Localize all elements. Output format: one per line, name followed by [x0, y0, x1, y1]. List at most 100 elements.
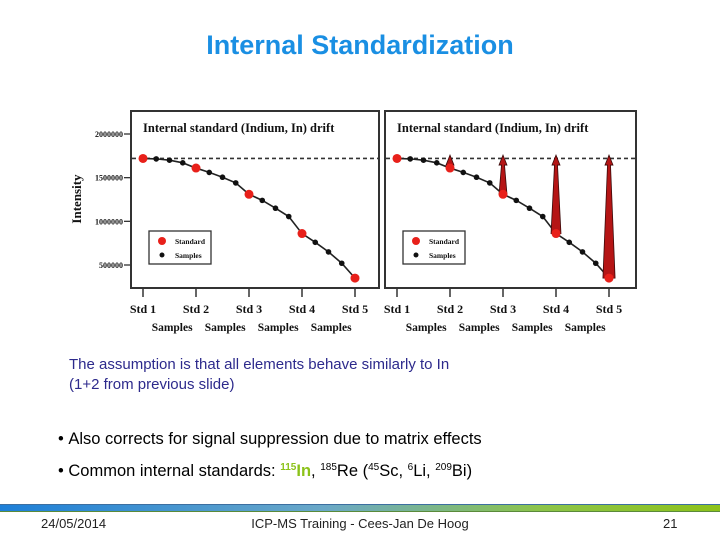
- x-tick-label: Std 5: [342, 302, 368, 316]
- x-tick-label: Std 5: [596, 302, 622, 316]
- footer-date: 24/05/2014: [41, 516, 107, 531]
- x-tick-label: Std 1: [384, 302, 410, 316]
- legend-standard-marker: [412, 237, 420, 245]
- standard-point: [191, 163, 201, 173]
- x-sub-label: Samples: [565, 322, 606, 334]
- y-axis-label: Intensity: [69, 174, 84, 224]
- mass-number: 6: [407, 462, 414, 473]
- sample-point: [272, 205, 279, 212]
- standard-point: [392, 153, 402, 163]
- sample-point: [539, 213, 546, 220]
- y-tick-label: 500000: [99, 261, 123, 270]
- chart-title: Internal standard (Indium, In) drift: [397, 121, 589, 135]
- x-sub-label: Samples: [406, 322, 447, 334]
- sample-point: [166, 157, 173, 163]
- drift-charts: Internal standard (Indium, In) drift Stan…: [69, 110, 637, 334]
- sample-point: [219, 174, 226, 181]
- standard-point: [498, 189, 508, 199]
- y-tick-label: 2000000: [95, 130, 123, 139]
- standard-point: [244, 189, 254, 199]
- mass-number: 209: [435, 462, 452, 473]
- correction-arrow: [602, 153, 616, 279]
- standard-point: [297, 229, 307, 239]
- x-tick-label: Std 2: [183, 302, 209, 316]
- correction-arrow: [550, 153, 562, 234]
- bullet-dot: •: [58, 430, 69, 448]
- element-symbol: Sc,: [379, 462, 408, 480]
- legend-standard-label: Standard: [175, 237, 206, 246]
- sample-point: [312, 239, 319, 246]
- mass-number: 185: [320, 462, 337, 473]
- sample-point: [486, 180, 493, 186]
- sample-point: [338, 260, 345, 267]
- bullet-item: • Common internal standards: 115In, 185R…: [58, 460, 482, 492]
- element-symbol: In: [296, 462, 312, 480]
- caption: The assumption is that all elements beha…: [69, 355, 449, 395]
- standard-point: [445, 163, 455, 173]
- x-sub-label: Samples: [459, 322, 500, 334]
- bullet-dot: •: [58, 462, 69, 480]
- legend-standard-marker: [158, 237, 166, 245]
- x-tick-label: Std 3: [236, 302, 262, 316]
- x-sub-label: Samples: [258, 322, 299, 334]
- x-tick-label: Std 4: [289, 302, 315, 316]
- sample-point: [153, 156, 160, 162]
- sample-point: [179, 160, 186, 166]
- chart-title: Internal standard (Indium, In) drift: [143, 121, 335, 135]
- bullet-text: Also corrects for signal suppression due…: [68, 430, 482, 448]
- mass-number: 115: [280, 462, 297, 473]
- sample-point: [285, 213, 292, 220]
- y-tick-label: 1500000: [95, 174, 123, 183]
- x-sub-label: Samples: [205, 322, 246, 334]
- sample-point: [420, 157, 427, 163]
- legend-box: [402, 230, 466, 265]
- footer-page-number: 21: [663, 516, 678, 531]
- legend-samples-marker: [413, 252, 419, 258]
- sample-point: [325, 249, 332, 255]
- sample-point: [259, 197, 266, 204]
- standard-point: [138, 153, 148, 163]
- bullet-item: • Also corrects for signal suppression d…: [58, 428, 482, 460]
- bullet-text: Common internal standards:: [68, 462, 281, 480]
- bullet-list: • Also corrects for signal suppression d…: [58, 428, 482, 492]
- separator: ,: [311, 462, 321, 480]
- standard-point: [551, 229, 561, 239]
- slide-title: Internal Standardization: [206, 30, 514, 60]
- element-symbol: Li,: [413, 462, 436, 480]
- legend-box: [148, 230, 212, 265]
- y-tick-label: 1000000: [95, 217, 123, 226]
- x-sub-label: Samples: [152, 322, 193, 334]
- caption-line-2: (1+2 from previous slide): [69, 376, 235, 393]
- legend-samples-label: Samples: [175, 251, 202, 260]
- sample-point: [513, 197, 520, 204]
- sample-point: [526, 205, 533, 212]
- sample-point: [566, 239, 573, 246]
- x-tick-label: Std 4: [543, 302, 569, 316]
- sample-point: [579, 249, 586, 255]
- x-sub-label: Samples: [311, 322, 352, 334]
- caption-line-1: The assumption is that all elements beha…: [69, 356, 450, 373]
- x-tick-label: Std 2: [437, 302, 463, 316]
- sample-point: [433, 160, 440, 166]
- legend-samples-marker: [159, 252, 165, 258]
- standard-point: [350, 273, 360, 283]
- sample-point: [232, 180, 239, 186]
- legend-samples-label: Samples: [429, 251, 456, 260]
- mass-number: 45: [368, 462, 380, 473]
- sample-point: [407, 156, 414, 162]
- sample-point: [460, 169, 467, 176]
- sample-point: [206, 169, 213, 176]
- element-symbol: Re (: [336, 462, 369, 480]
- x-sub-label: Samples: [512, 322, 553, 334]
- correction-arrow: [498, 153, 508, 195]
- standard-point: [604, 273, 614, 283]
- legend-standard-label: Standard: [429, 237, 460, 246]
- highlight-isotope: 115In: [280, 462, 311, 480]
- x-tick-label: Std 1: [130, 302, 156, 316]
- footer-title: ICP-MS Training - Cees-Jan De Hoog: [251, 516, 469, 531]
- sample-point: [592, 260, 599, 267]
- sample-point: [473, 174, 480, 181]
- element-symbol: Bi): [451, 462, 473, 480]
- footer-gradient-bar: [0, 504, 720, 512]
- x-tick-label: Std 3: [490, 302, 516, 316]
